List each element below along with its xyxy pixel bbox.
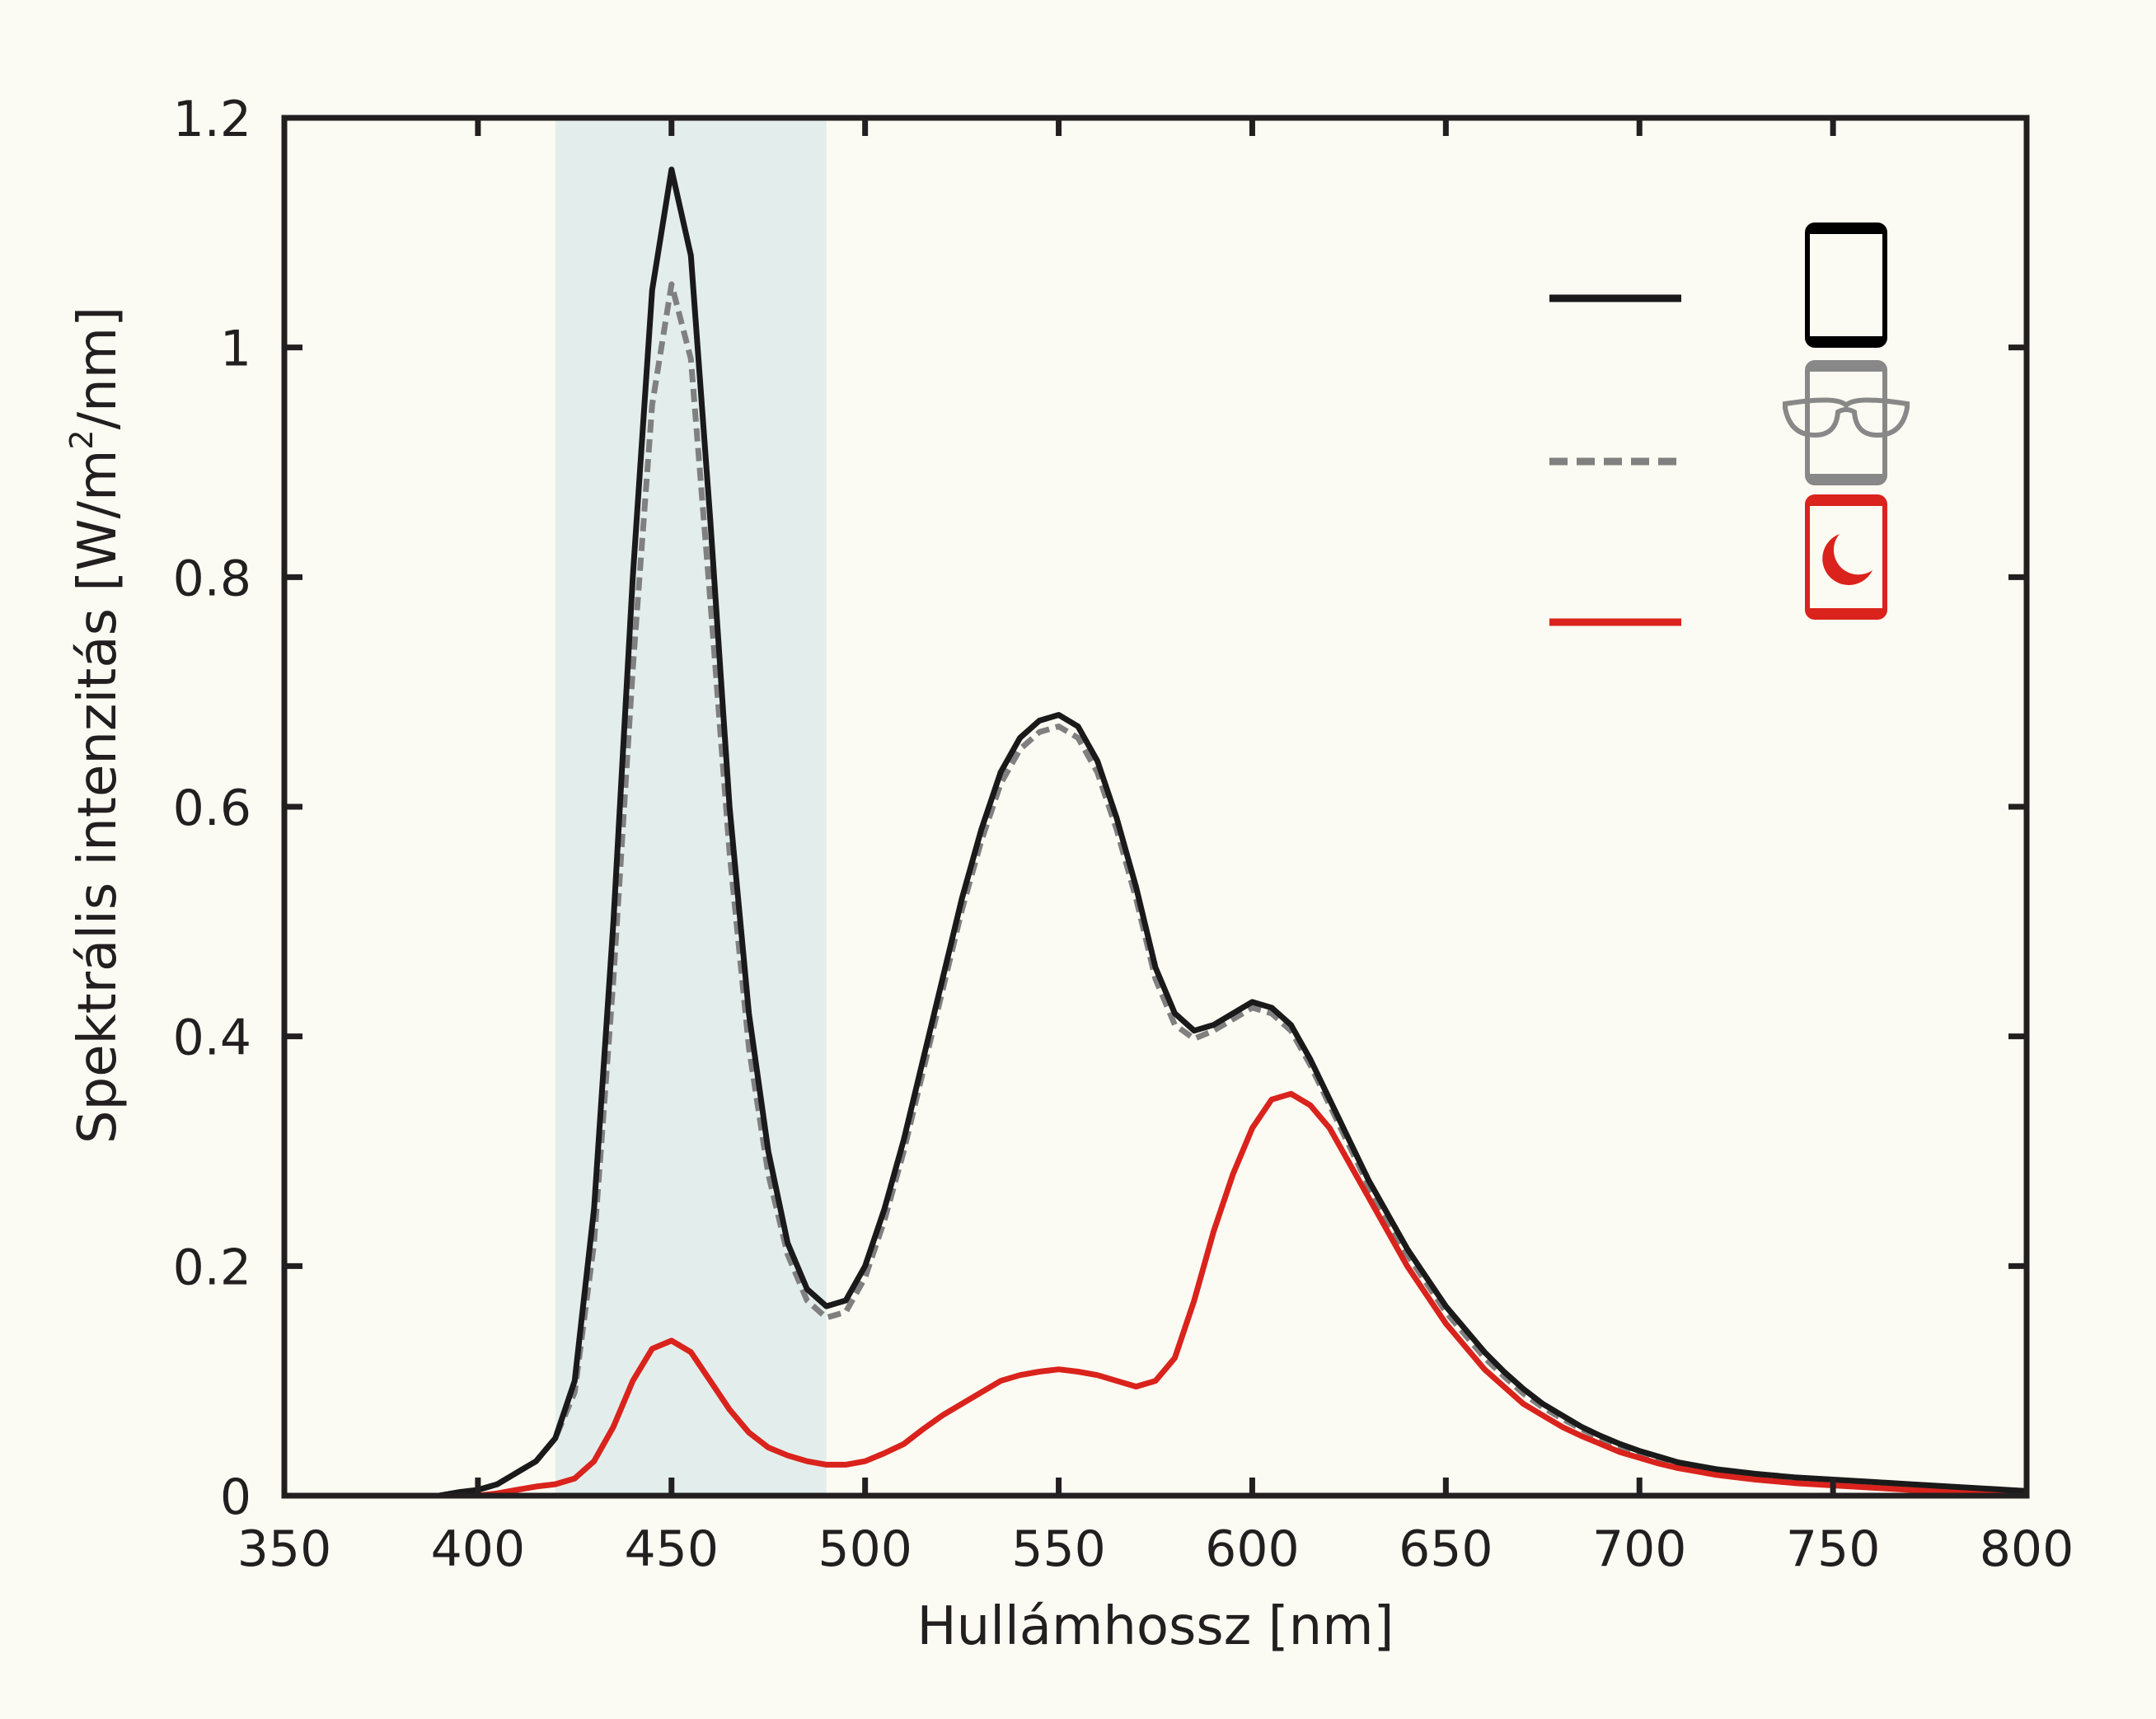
series-line-phone-night-mode [438,1090,2027,1499]
y-tick-label: 0.6 [173,780,251,837]
x-tick-label: 550 [1011,1520,1106,1578]
series-layer [438,166,2027,1499]
y-tick-label: 0.4 [173,1009,251,1067]
x-tick-label: 350 [237,1520,332,1578]
x-tick-label: 650 [1399,1520,1493,1578]
ticks: 350 400 450 500 550 600 650 700 750 800 0 0.2 0.4 0.6… [173,91,2074,1578]
y-axis-label: Spektrális intenzitás [W/m2/nm] [63,307,129,1144]
x-tick-label: 700 [1592,1520,1687,1578]
series-line-phone [438,166,2027,1499]
y-tick-label: 1 [220,321,251,378]
x-tick-label: 750 [1786,1520,1881,1578]
night-mode-phone-icon [1805,494,1887,620]
plot-frame [281,115,2030,1499]
phone-icon [1805,222,1887,348]
glasses-phone-icon [1783,360,1910,485]
legend [1549,222,1910,626]
series-line-phone-with-blue-filter-glasses [438,281,2027,1499]
x-tick-label: 800 [1980,1520,2074,1578]
highlight-band [555,118,827,1496]
y-tick-label: 0.2 [173,1239,251,1296]
x-tick-label: 400 [431,1520,526,1578]
x-tick-label: 600 [1205,1520,1300,1578]
x-tick-label: 450 [625,1520,719,1578]
x-tick-label: 500 [818,1520,912,1578]
y-tick-label: 0 [220,1468,251,1526]
y-tick-label: 0.8 [173,550,251,607]
x-axis-label: Hullámhossz [nm] [917,1596,1394,1657]
y-tick-label: 1.2 [173,91,251,148]
